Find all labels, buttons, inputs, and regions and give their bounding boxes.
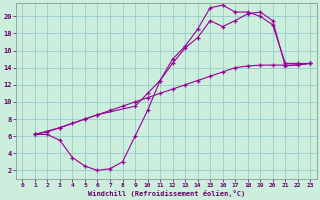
- X-axis label: Windchill (Refroidissement éolien,°C): Windchill (Refroidissement éolien,°C): [88, 190, 245, 197]
